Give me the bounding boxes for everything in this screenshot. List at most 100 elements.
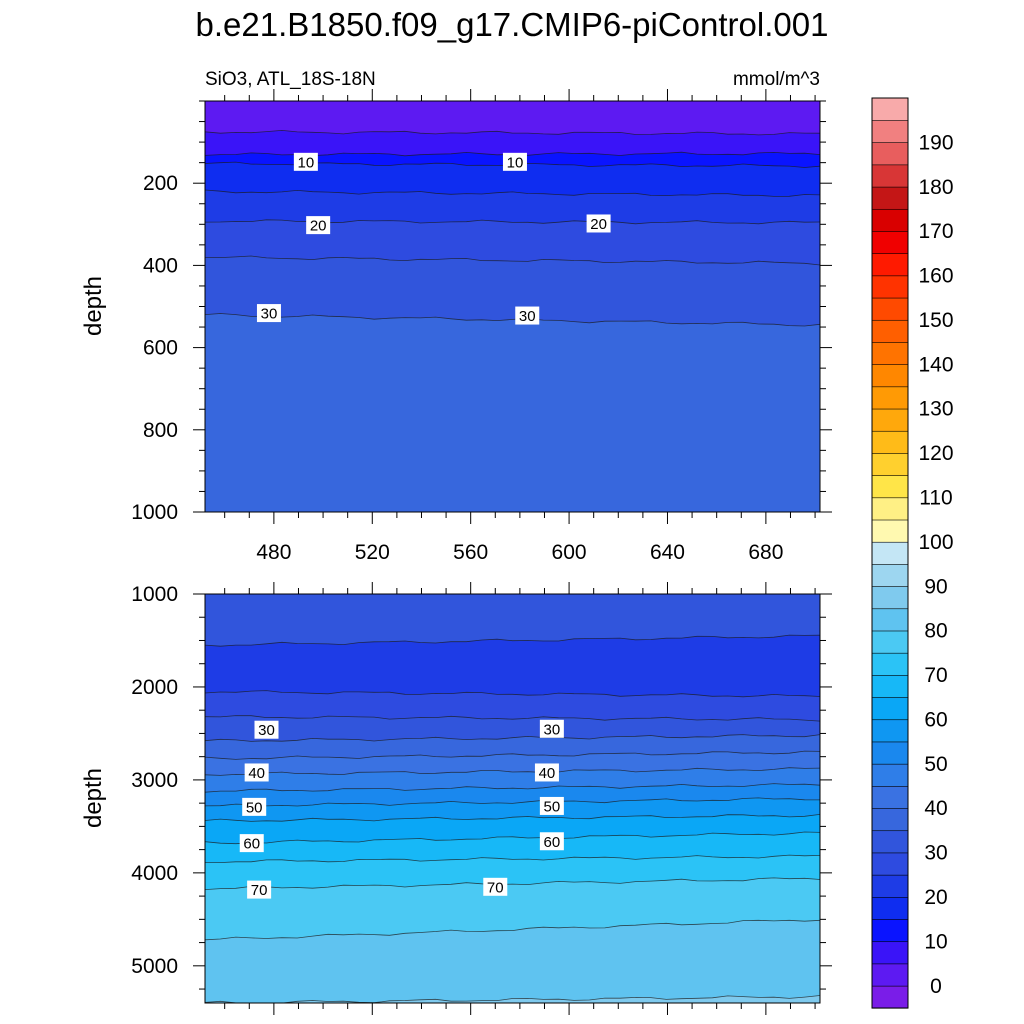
colorbar-box	[871, 253, 909, 277]
contour-label-text: 30	[544, 721, 561, 738]
y-tick-label: 800	[143, 419, 178, 442]
contour-label: 10	[293, 152, 318, 171]
contour-line	[205, 129, 820, 136]
contour-label: 20	[306, 216, 331, 235]
colorbar-label: 0	[930, 975, 942, 998]
colorbar-frame	[871, 97, 909, 1009]
colorbar-box	[871, 830, 909, 854]
colorbar-label: 140	[918, 353, 953, 376]
colorbar-box	[871, 408, 909, 432]
contour-label: 50	[242, 797, 267, 816]
contour-label-text: 70	[487, 879, 504, 896]
contour-label: 70	[483, 877, 508, 896]
colorbar-box	[871, 497, 909, 521]
contour-label-bg	[244, 763, 269, 782]
lower-frame	[204, 593, 821, 1004]
colorbar-label: 160	[918, 265, 953, 288]
colorbar-label: 190	[918, 131, 953, 154]
y-tick-label: 400	[143, 254, 178, 277]
contour-label-bg	[256, 304, 281, 323]
y-tick-label: 200	[143, 172, 178, 195]
lower-contour-fills	[205, 594, 820, 1003]
contour-label-text: 60	[544, 834, 561, 851]
colorbar-label: 80	[924, 620, 947, 643]
colorbar-box	[871, 608, 909, 632]
contour-label-bg	[483, 877, 508, 896]
colorbar-label: 60	[924, 709, 947, 732]
contour-line	[205, 797, 820, 807]
colorbar-label: 30	[924, 842, 947, 865]
colorbar-box	[871, 142, 909, 166]
contour-label: 70	[247, 880, 272, 899]
upper-panel: 10 10 20 20 30 30 200 400 600 800 1000 480 520 560 60…	[80, 89, 832, 564]
contour-band	[205, 313, 820, 512]
colorbar-box	[871, 364, 909, 388]
contour-label-text: 30	[519, 308, 536, 325]
colorbar-label: 90	[924, 575, 947, 598]
contour-line	[205, 313, 820, 327]
contour-label: 30	[515, 306, 540, 325]
colorbar-label: 70	[924, 664, 947, 687]
contour-line	[205, 767, 820, 776]
contour-label-text: 50	[246, 799, 263, 816]
contour-line	[205, 255, 820, 266]
colorbar-box	[871, 963, 909, 987]
colorbar-label: 110	[919, 487, 952, 510]
contour-label-bg	[515, 306, 540, 325]
colorbar-box	[871, 452, 909, 476]
colorbar-box	[871, 741, 909, 765]
colorbar-box	[871, 341, 909, 365]
subtitle-right: mmol/m^3	[733, 69, 820, 90]
chart-title: b.e21.B1850.f09_g17.CMIP6-piControl.001	[195, 6, 829, 43]
colorbar-box	[871, 541, 909, 565]
contour-line	[205, 690, 820, 698]
lower-y-axis-title: depth	[80, 768, 107, 828]
x-tick-label: 480	[256, 541, 291, 564]
contour-line	[205, 854, 820, 863]
colorbar: 0 10 20 30 40 50 60 70 80 90 100 110 120 130 140 150 160…	[871, 97, 954, 1009]
upper-contour-labels: 10 10 20 20 30 30	[256, 152, 611, 325]
contour-label-bg	[254, 720, 279, 739]
upper-axis-ticks: 200 400 600 800 1000 480 520 560 600 640 680	[131, 89, 832, 564]
contour-line	[205, 734, 820, 742]
colorbar-label: 100	[918, 531, 953, 554]
contour-line	[205, 634, 820, 647]
contour-line	[205, 189, 820, 197]
colorbar-box	[871, 896, 909, 920]
contour-label: 20	[586, 214, 611, 233]
contour-label-bg	[539, 832, 564, 851]
colorbar-box	[871, 630, 909, 654]
y-tick-label: 4000	[131, 862, 178, 885]
contour-label-text: 10	[507, 154, 524, 171]
contour-label: 30	[256, 304, 281, 323]
colorbar-box	[871, 585, 909, 610]
colorbar-box	[871, 186, 909, 210]
upper-y-axis-title: depth	[80, 276, 107, 336]
contour-line	[205, 715, 820, 722]
colorbar-label: 20	[924, 886, 947, 909]
contour-label: 60	[539, 832, 564, 851]
contour-label-text: 10	[298, 154, 315, 171]
lower-panel: 30 30 40 40 50 50 60 60 70 70 1000 2000 3000 4000 500…	[80, 582, 832, 1015]
contour-label-bg	[239, 834, 264, 853]
subtitle-left: SiO3, ATL_18S-18N	[205, 69, 376, 90]
y-tick-label: 1000	[131, 501, 178, 524]
colorbar-label: 50	[924, 753, 947, 776]
contour-label: 40	[534, 763, 559, 782]
contour-line	[205, 919, 820, 941]
y-tick-label: 1000	[131, 583, 178, 606]
y-tick-label: 5000	[131, 955, 178, 978]
contour-label-text: 60	[243, 836, 260, 853]
contour-line	[205, 877, 820, 890]
contour-line	[205, 831, 820, 845]
colorbar-box	[871, 674, 909, 698]
colorbar-label: 130	[918, 398, 953, 421]
contour-label-bg	[242, 797, 267, 816]
contour-line	[205, 783, 820, 793]
contour-line	[205, 750, 820, 760]
contour-label-text: 20	[590, 216, 607, 233]
contour-label-text: 40	[248, 765, 265, 782]
colorbar-box	[871, 563, 909, 587]
colorbar-box	[871, 519, 909, 543]
